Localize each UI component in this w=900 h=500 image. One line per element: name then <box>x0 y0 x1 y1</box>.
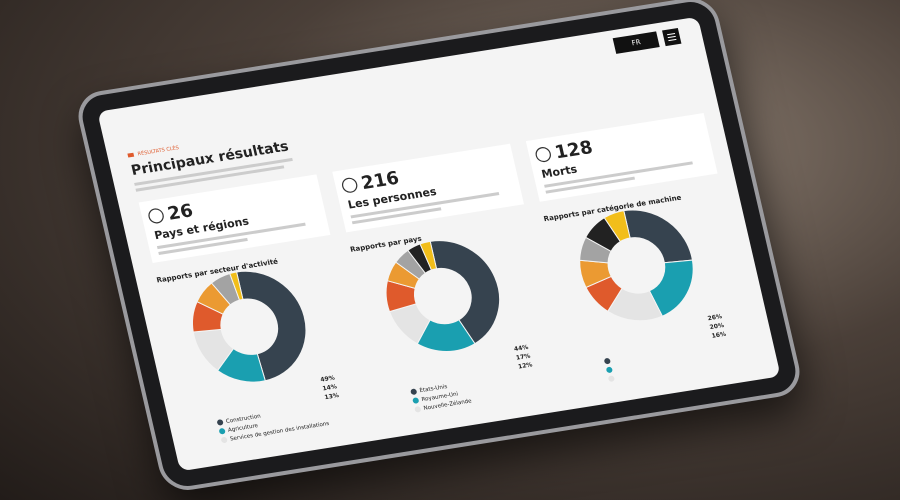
value-label: 12% <box>517 361 533 370</box>
value-label: 14% <box>322 383 338 392</box>
text-line <box>134 157 293 186</box>
text-line <box>350 192 500 219</box>
legend-dot <box>219 428 226 435</box>
legend-label: Agriculture <box>228 423 260 434</box>
text-line <box>544 161 693 188</box>
legend-label: Construction <box>226 414 262 425</box>
kpi-card <box>138 174 331 264</box>
value-label: 26% <box>707 313 723 322</box>
kpi-icon <box>148 208 164 224</box>
kpi-label: Morts <box>540 163 579 181</box>
tag: RÉSULTATS CLÉS <box>137 143 180 157</box>
legend-dot <box>410 388 417 395</box>
donut-slice <box>623 209 693 264</box>
legend-dot <box>412 397 419 404</box>
legend-dot <box>606 366 613 373</box>
value-label: 13% <box>324 392 340 401</box>
text-line <box>351 207 442 225</box>
donut-slice <box>419 240 438 271</box>
tablet: FR RÉSULTATS CLÉS Principaux résultats 2… <box>72 0 806 494</box>
donut-slice <box>603 210 631 243</box>
tag-marker <box>127 152 135 158</box>
legend-dot <box>414 406 421 413</box>
legend-dot <box>217 419 224 426</box>
screen: FR RÉSULTATS CLÉS Principaux résultats 2… <box>97 16 781 472</box>
text-line <box>156 222 306 250</box>
kpi-card <box>332 143 525 233</box>
value-label: 17% <box>515 353 531 362</box>
text-line <box>135 165 285 192</box>
kpi-icon <box>535 147 551 163</box>
donut-slice <box>236 270 307 382</box>
kpi-icon <box>341 177 358 193</box>
legend-dot <box>608 375 615 382</box>
legend-dot <box>604 358 611 365</box>
text-line <box>158 237 248 255</box>
value-label: 49% <box>320 375 336 384</box>
kpi-value: 26 <box>166 200 195 224</box>
value-label: 16% <box>711 331 727 340</box>
value-label: 20% <box>709 322 725 331</box>
text-line <box>545 176 636 194</box>
legend-dot <box>221 437 228 443</box>
language-button[interactable] <box>612 31 660 54</box>
dashboard: FR RÉSULTATS CLÉS Principaux résultats 2… <box>127 27 727 443</box>
value-label: 44% <box>513 344 529 353</box>
donut-slice <box>429 240 501 345</box>
kpi-card <box>525 112 718 202</box>
menu-icon <box>667 32 677 42</box>
legend-label: États-Unis <box>419 382 448 394</box>
legend-label: Royaume-Uni <box>421 391 459 403</box>
language-label[interactable]: FR <box>631 38 642 47</box>
donut-slice <box>229 271 244 301</box>
